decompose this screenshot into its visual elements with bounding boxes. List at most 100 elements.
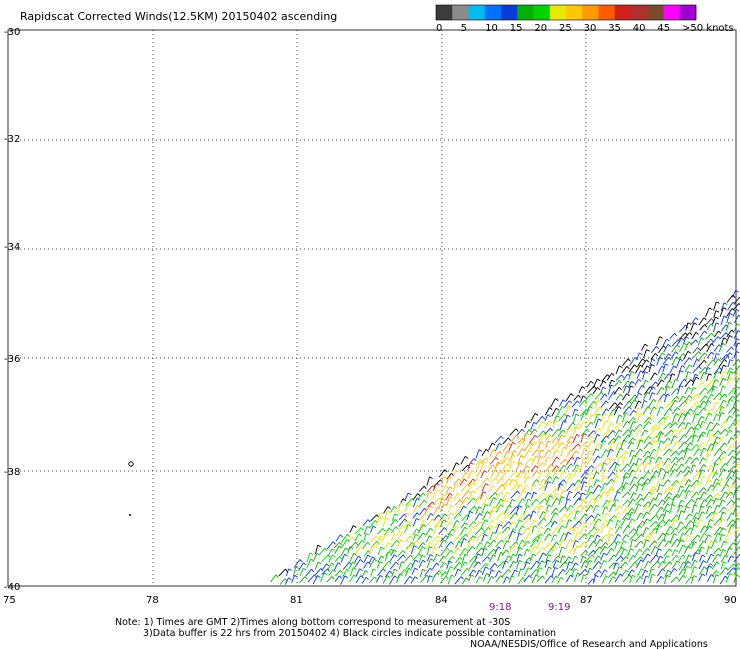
wind-barb-flag [627,491,631,495]
wind-barb [564,532,569,541]
wind-barb-flag [704,387,708,392]
wind-barb-flag [562,519,566,523]
wind-barb [600,552,605,561]
wind-barb [672,560,678,569]
wind-barb [543,527,549,534]
wind-barb-flag [583,525,588,529]
wind-barb [494,462,498,471]
wind-barb-flag [583,421,587,425]
wind-barb-flag [681,456,685,461]
wind-barb-flag [584,541,588,546]
wind-barb-flag [590,414,595,417]
wind-barb [537,421,544,428]
wind-barb [706,393,712,402]
wind-barb-flag [624,476,629,479]
wind-barb-flag [675,441,680,445]
wind-barb [572,491,579,499]
wind-barb-flag [710,464,714,468]
wind-barb-flag [666,385,671,389]
wind-barb [475,542,481,550]
wind-barb-flag [701,416,705,419]
wind-barb [718,518,723,527]
wind-barb-flag [482,491,487,494]
wind-barb-flag [459,534,463,538]
wind-barb [334,556,341,563]
wind-barb-flag [697,534,701,538]
wind-barb-flag [687,422,692,425]
wind-barb-flag [516,483,520,487]
wind-barb [627,548,632,557]
wind-barb [706,387,713,395]
wind-barb-flag [723,302,728,305]
wind-barb [599,546,606,555]
wind-barb [657,365,663,374]
wind-barb-flag [729,352,733,356]
wind-barb-flag [624,561,628,565]
wind-barb-flag [550,520,554,525]
wind-barb-flag [536,449,540,453]
wind-barb-flag [666,393,671,397]
wind-barb [676,427,684,436]
wind-barb-flag [465,533,469,538]
wind-barb [622,472,627,479]
wind-barb-flag [634,476,638,480]
wind-barb [699,343,707,352]
wind-barb [594,534,598,543]
wind-barb [727,524,733,534]
wind-barb-flag [709,479,713,483]
wind-barb-flag [491,485,496,489]
wind-barb [705,511,713,519]
wind-barb-flag [478,449,483,452]
wind-barb-flag [640,370,644,373]
wind-barb-flag [735,399,740,402]
wind-barb [684,341,690,351]
wind-barb-flag [344,575,348,579]
wind-barb [692,365,700,374]
wind-barb [705,449,710,457]
wind-barb-flag [725,567,729,571]
wind-barb-flag [438,570,442,574]
wind-barb-flag [654,372,658,376]
wind-barb [705,332,713,340]
wind-barb [733,386,737,395]
wind-barb-flag [728,547,733,550]
wind-barb [713,301,717,311]
wind-barb [685,456,690,465]
wind-barb-flag [591,498,595,501]
wind-barb [726,294,734,303]
wind-barb [475,449,480,459]
wind-barb [727,485,733,494]
wind-barb [439,562,445,569]
wind-barb [713,371,718,379]
wind-barb-flag [611,458,615,462]
wind-barb [368,556,373,564]
wind-barb-flag [687,398,692,402]
wind-barb-flag [598,518,602,522]
wind-barb-flag [624,548,628,552]
wind-barb [641,343,646,351]
wind-barb-flag [506,540,510,543]
wind-barb [461,483,468,492]
wind-barb [608,379,613,387]
wind-barb [412,512,418,519]
wind-barb-flag [569,472,573,476]
wind-barb [446,473,452,480]
wind-barb [375,538,382,548]
wind-barb-flag [598,427,602,432]
wind-barb [706,351,712,359]
wind-barb-flag [676,344,681,348]
wind-barb [369,558,375,568]
wind-barb-flag [682,421,686,425]
wind-barb [363,526,368,535]
wind-barb [369,520,376,528]
wind-barb [398,513,405,520]
wind-barb-flag [681,539,685,543]
wind-barb-flag [647,450,651,454]
wind-barb-flag [596,534,601,538]
wind-barb-flag [638,503,642,507]
wind-barb [531,449,538,457]
wind-barb [398,518,406,527]
wind-barb-flag [626,512,631,516]
wind-barb [676,456,683,463]
wind-barb-flag [578,520,582,525]
